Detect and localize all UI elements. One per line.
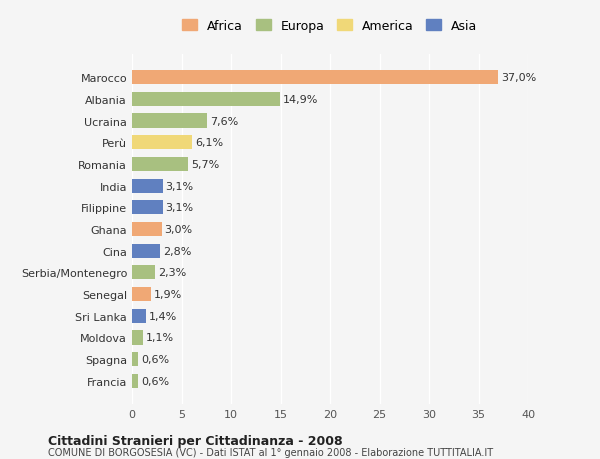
Text: Cittadini Stranieri per Cittadinanza - 2008: Cittadini Stranieri per Cittadinanza - 2… <box>48 434 343 447</box>
Bar <box>132 114 207 129</box>
Legend: Africa, Europa, America, Asia: Africa, Europa, America, Asia <box>179 16 481 36</box>
Bar <box>132 71 499 85</box>
Bar <box>132 266 155 280</box>
Text: 1,4%: 1,4% <box>149 311 177 321</box>
Bar <box>132 201 163 215</box>
Bar <box>132 374 138 388</box>
Text: 1,1%: 1,1% <box>146 333 174 343</box>
Text: 7,6%: 7,6% <box>210 116 238 126</box>
Text: 1,9%: 1,9% <box>154 290 182 299</box>
Text: 14,9%: 14,9% <box>283 95 318 105</box>
Bar <box>132 330 143 345</box>
Bar <box>132 157 188 172</box>
Text: 37,0%: 37,0% <box>501 73 536 83</box>
Bar <box>132 93 280 106</box>
Text: COMUNE DI BORGOSESIA (VC) - Dati ISTAT al 1° gennaio 2008 - Elaborazione TUTTITA: COMUNE DI BORGOSESIA (VC) - Dati ISTAT a… <box>48 448 493 458</box>
Bar <box>132 179 163 193</box>
Text: 6,1%: 6,1% <box>196 138 223 148</box>
Bar <box>132 223 162 236</box>
Bar <box>132 353 138 366</box>
Text: 5,7%: 5,7% <box>191 160 220 169</box>
Text: 0,6%: 0,6% <box>141 376 169 386</box>
Text: 3,1%: 3,1% <box>166 203 194 213</box>
Bar <box>132 136 193 150</box>
Bar <box>132 287 151 302</box>
Text: 2,3%: 2,3% <box>158 268 186 278</box>
Text: 2,8%: 2,8% <box>163 246 191 256</box>
Bar <box>132 309 146 323</box>
Text: 3,0%: 3,0% <box>164 224 193 235</box>
Text: 0,6%: 0,6% <box>141 354 169 364</box>
Bar <box>132 244 160 258</box>
Text: 3,1%: 3,1% <box>166 181 194 191</box>
